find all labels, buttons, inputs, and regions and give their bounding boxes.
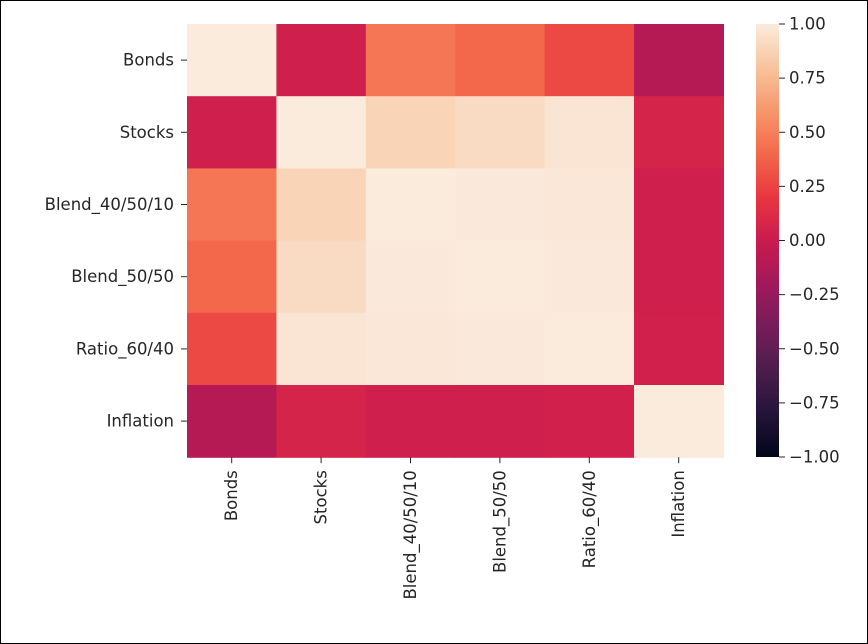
heatmap-cell-inflation-blend-40-50-10 [365,385,456,458]
heatmap-cell-blend-50-50-bonds [187,240,277,314]
heatmap-cell-stocks-stocks [276,96,367,169]
row-label-inflation: Inflation [107,412,174,431]
row-label-blend-50-50: Blend_50/50 [71,267,174,287]
colorbar-tick-label: −0.25 [789,285,840,304]
heatmap-cell-blend-40-50-10-bonds [187,168,277,242]
column-label-blend-50-50: Blend_50/50 [490,470,510,573]
heatmap-cell-bonds-blend-50-50 [455,24,546,97]
row-label-ratio-60-40: Ratio_60/40 [76,339,174,359]
heatmap-cell-bonds-bonds [187,24,277,97]
colorbar-tick-label: −1.00 [789,448,840,467]
heatmap-cell-blend-40-50-10-inflation [634,168,724,242]
heatmap-cell-blend-50-50-ratio-60-40 [544,240,635,314]
heatmap-cell-blend-40-50-10-ratio-60-40 [544,168,635,242]
heatmap-cell-inflation-stocks [276,385,367,458]
heatmap-cell-ratio-60-40-blend-40-50-10 [365,312,456,386]
heatmap-cell-stocks-ratio-60-40 [544,96,635,169]
heatmap-cell-bonds-blend-40-50-10 [365,24,456,97]
row-label-bonds: Bonds [123,51,174,70]
column-label-blend-40-50-10: Blend_40/50/10 [401,470,421,599]
row-label-stocks: Stocks [120,123,174,142]
column-label-inflation: Inflation [669,470,688,537]
colorbar-tick-label: −0.75 [789,393,840,412]
heatmap-cell-blend-40-50-10-blend-40-50-10 [365,168,456,242]
column-label-ratio-60-40: Ratio_60/40 [580,470,600,568]
heatmap-cell-ratio-60-40-stocks [276,312,367,386]
heatmap-cell-bonds-ratio-60-40 [544,24,635,97]
heatmap-cell-blend-40-50-10-blend-50-50 [455,168,546,242]
column-label-stocks: Stocks [312,470,331,524]
colorbar-tick-label: 0.75 [789,69,826,88]
heatmap-cell-inflation-inflation [634,385,724,458]
heatmap-cell-ratio-60-40-inflation [634,312,724,386]
heatmap-cell-bonds-inflation [634,24,724,97]
heatmap-cell-ratio-60-40-blend-50-50 [455,312,546,386]
heatmap-cell-stocks-inflation [634,96,724,169]
heatmap-cell-stocks-blend-40-50-10 [365,96,456,169]
colorbar-tick-label: −0.50 [789,339,840,358]
colorbar-tick-label: 1.00 [789,15,826,34]
heatmap-cell-bonds-stocks [276,24,367,97]
colorbar-tick-label: 0.50 [789,123,826,142]
heatmap-cell-inflation-ratio-60-40 [544,385,635,458]
heatmap-cell-stocks-blend-50-50 [455,96,546,169]
colorbar-tick-label: 0.00 [789,231,826,250]
colorbar-tick-label: 0.25 [789,177,826,196]
heatmap-cell-inflation-bonds [187,385,277,458]
heatmap-cell-blend-50-50-stocks [276,240,367,314]
heatmap-cell-blend-40-50-10-stocks [276,168,367,242]
heatmap-cell-inflation-blend-50-50 [455,385,546,458]
column-labels: Bonds Stocks Blend_40/50/10 Blend_50/50 Rati… [222,457,688,600]
heatmap-cell-ratio-60-40-ratio-60-40 [544,312,635,386]
colorbar [756,24,779,457]
column-label-bonds: Bonds [222,470,241,521]
heatmap-cells [187,24,724,458]
heatmap-cell-ratio-60-40-bonds [187,312,277,386]
colorbar-ticks: 1.00 0.75 0.50 0.25 0.00 −0.25 −0.50 −0.75 −1.00 [779,15,840,467]
row-label-blend-40-50-10: Blend_40/50/10 [45,195,174,215]
row-labels: Bonds Stocks Blend_40/50/10 Blend_50/50 Rati… [45,51,187,431]
heatmap-cell-blend-50-50-blend-40-50-10 [365,240,456,314]
heatmap-cell-blend-50-50-inflation [634,240,724,314]
heatmap-cell-stocks-bonds [187,96,277,169]
heatmap-cell-blend-50-50-blend-50-50 [455,240,546,314]
